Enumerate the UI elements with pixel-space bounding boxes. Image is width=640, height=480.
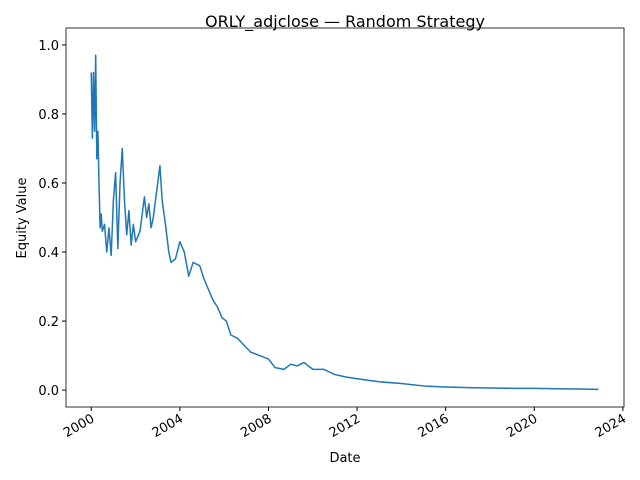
x-tick-label: 2004 bbox=[150, 411, 186, 441]
equity-line bbox=[90, 54, 599, 391]
y-tick-label: 0.4 bbox=[38, 246, 59, 261]
y-tick-label: 0.2 bbox=[38, 315, 59, 330]
x-tick-label: 2000 bbox=[61, 411, 97, 441]
y-tick-label: 0.6 bbox=[38, 177, 59, 192]
y-tick-label: 0.8 bbox=[38, 108, 59, 123]
x-tick-label: 2016 bbox=[416, 411, 452, 441]
plot-frame bbox=[65, 27, 625, 408]
x-axis-label: Date bbox=[329, 451, 360, 466]
x-tick-label: 2020 bbox=[504, 411, 540, 441]
y-axis-label: Equity Value bbox=[15, 178, 30, 259]
chart-title: ORLY_adjclose — Random Strategy bbox=[205, 12, 485, 32]
x-tick-label: 2008 bbox=[238, 411, 274, 441]
x-tick-label: 2012 bbox=[327, 411, 363, 441]
x-tick-label: 2024 bbox=[593, 411, 629, 441]
y-tick-label: 0.0 bbox=[38, 384, 59, 399]
y-tick-label: 1.0 bbox=[38, 39, 59, 54]
